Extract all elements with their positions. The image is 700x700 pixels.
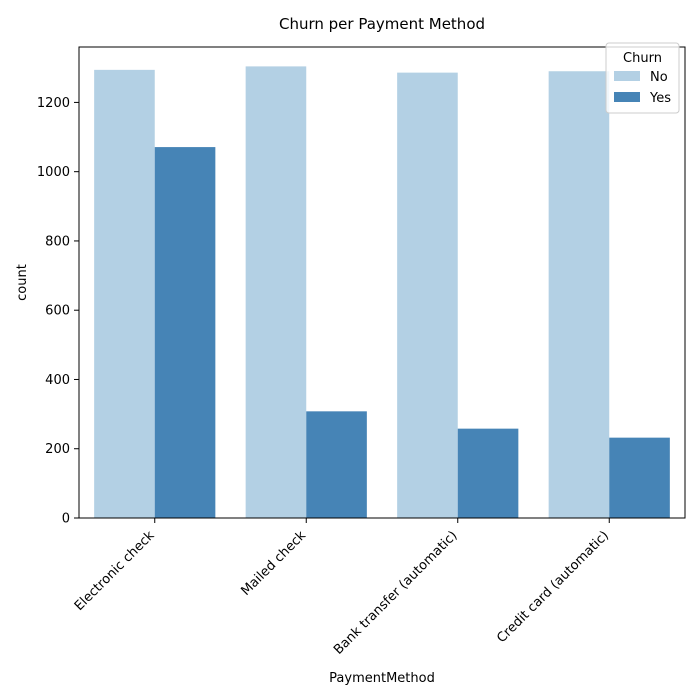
x-axis: Electronic check Mailed check Bank transfe… xyxy=(72,518,612,658)
y-tick-label: 1000 xyxy=(37,165,70,180)
legend-label-yes: Yes xyxy=(649,91,671,106)
legend: Churn No Yes xyxy=(605,42,680,114)
bar-yes-0 xyxy=(154,147,216,518)
bar-yes-3 xyxy=(609,437,670,518)
y-tick-label: 400 xyxy=(45,373,70,388)
y-tick-label: 800 xyxy=(45,234,70,249)
bar-no-3 xyxy=(548,71,610,518)
y-axis: 0 200 400 600 800 1000 1200 xyxy=(37,96,79,527)
bar-no-0 xyxy=(94,69,155,518)
plot-frame xyxy=(78,46,686,519)
legend-swatch-yes xyxy=(614,92,640,102)
x-tick-label: Mailed check xyxy=(238,528,309,599)
x-axis-label: PaymentMethod xyxy=(329,671,435,686)
bar-no-2 xyxy=(397,72,458,519)
y-tick-label: 200 xyxy=(45,442,70,457)
chart-title: Churn per Payment Method xyxy=(279,15,485,33)
bar-yes-2 xyxy=(457,428,519,518)
x-tick-label: Electronic check xyxy=(72,528,158,614)
legend-title: Churn xyxy=(623,51,662,66)
y-tick-label: 600 xyxy=(45,304,70,319)
x-tick-label: Bank transfer (automatic) xyxy=(331,528,461,658)
y-tick-label: 1200 xyxy=(37,96,70,111)
bar-no-1 xyxy=(245,66,307,519)
x-tick-label: Credit card (automatic) xyxy=(494,528,612,646)
y-tick-label: 0 xyxy=(62,512,70,527)
legend-swatch-no xyxy=(614,71,640,81)
legend-label-no: No xyxy=(650,70,668,85)
bar-yes-1 xyxy=(306,411,367,518)
y-axis-label: count xyxy=(15,264,30,301)
bars-layer xyxy=(94,66,670,519)
